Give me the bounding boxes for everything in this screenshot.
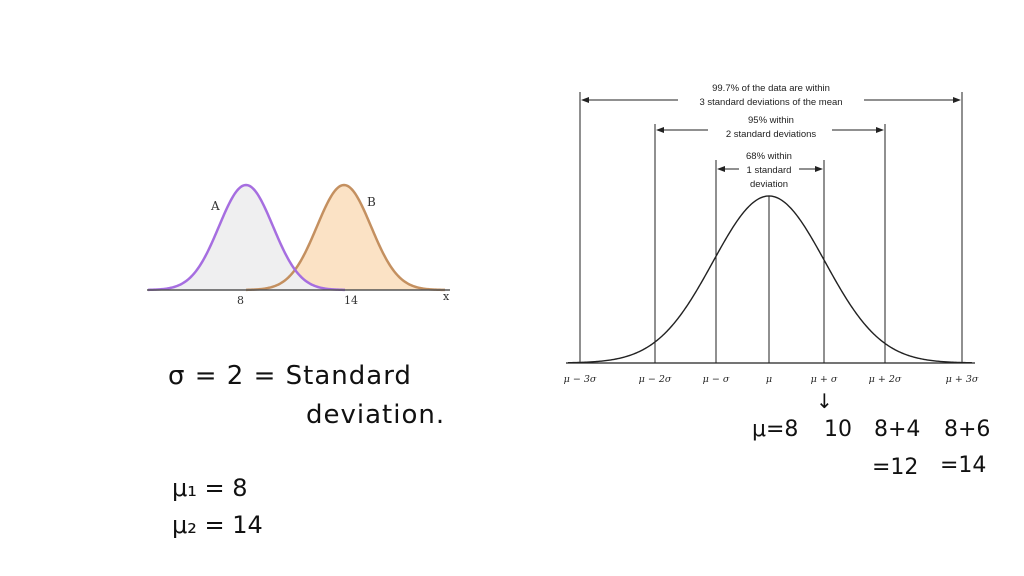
value-mu-8: μ=8 <box>752 417 798 442</box>
axis-x-label: x <box>443 290 450 303</box>
mu1-note: μ₁ = 8 <box>172 474 248 502</box>
tick-mu-plus-3sigma: μ + 3σ <box>946 374 979 385</box>
band-68-line2: 1 standard <box>747 165 792 176</box>
value-equals-14: =14 <box>940 453 986 478</box>
tick-mu-plus-2sigma: μ + 2σ <box>869 374 902 385</box>
value-10: 10 <box>824 417 852 442</box>
curve-b-label: B <box>367 195 376 209</box>
curve-a-line <box>147 183 346 292</box>
tick-mu-plus-sigma: μ + σ <box>811 374 838 385</box>
band-95-line1: 95% within <box>748 115 794 126</box>
band-997-line2: 3 standard deviations of the mean <box>699 97 842 108</box>
arrowhead-997-left <box>581 97 589 103</box>
value-equals-12: =12 <box>872 455 918 480</box>
arrowhead-68-right <box>815 166 823 172</box>
mu2-note: μ₂ = 14 <box>172 511 263 539</box>
handwritten-notes: σ = 2 = Standard deviation. μ₁ = 8 μ₂ = … <box>168 361 990 539</box>
tick-label-14: 14 <box>344 294 358 307</box>
curve-a-label: A <box>210 199 220 213</box>
band-68-line1: 68% within <box>746 151 792 162</box>
two-curves-figure: A B 8 14 x <box>147 183 450 307</box>
tick-mu-minus-3sigma: μ − 3σ <box>564 374 597 385</box>
value-8-plus-6: 8+6 <box>944 417 990 442</box>
curve-a-fill <box>148 185 345 290</box>
arrowhead-68-left <box>717 166 725 172</box>
curve-b-fill <box>246 185 445 290</box>
arrowhead-95-right <box>876 127 884 133</box>
sigma-equals-2-note: σ = 2 = Standard <box>168 361 412 391</box>
band-68-line3: deviation <box>750 179 788 190</box>
arrowhead-95-left <box>656 127 664 133</box>
tick-mu: μ <box>766 374 772 385</box>
deviation-word: deviation. <box>306 400 445 430</box>
band-997-line1: 99.7% of the data are within <box>712 83 830 94</box>
value-8-plus-4: 8+4 <box>874 417 920 442</box>
tick-mu-minus-2sigma: μ − 2σ <box>639 374 672 385</box>
tick-label-8: 8 <box>237 294 244 307</box>
tick-mu-minus-sigma: μ − σ <box>703 374 730 385</box>
curve-b-line <box>245 183 446 292</box>
band-95-line2: 2 standard deviations <box>726 129 817 140</box>
empirical-rule-figure: 99.7% of the data are within 3 standard … <box>564 83 979 385</box>
arrowhead-997-right <box>953 97 961 103</box>
bell-curve <box>567 195 973 364</box>
down-arrow-note: ↓ <box>816 389 833 413</box>
